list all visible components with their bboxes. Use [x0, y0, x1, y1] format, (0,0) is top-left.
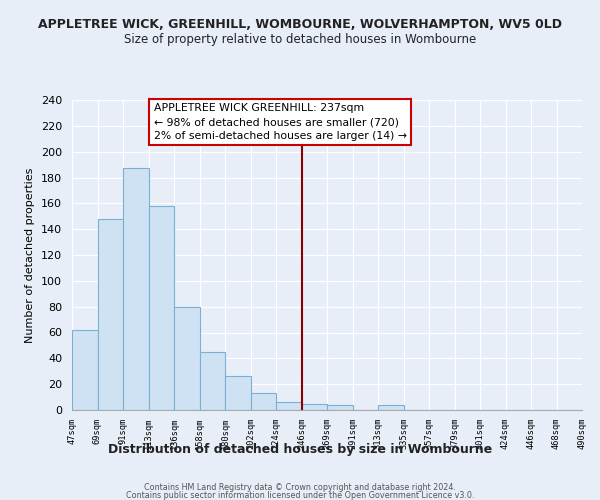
Y-axis label: Number of detached properties: Number of detached properties: [25, 168, 35, 342]
Text: APPLETREE WICK GREENHILL: 237sqm
← 98% of detached houses are smaller (720)
2% o: APPLETREE WICK GREENHILL: 237sqm ← 98% o…: [154, 103, 407, 141]
Bar: [174, 306, 199, 410]
Bar: [276, 402, 302, 410]
Bar: [302, 404, 327, 410]
Text: Contains HM Land Registry data © Crown copyright and database right 2024.: Contains HM Land Registry data © Crown c…: [144, 482, 456, 492]
Bar: [72, 330, 97, 410]
Text: Distribution of detached houses by size in Wombourne: Distribution of detached houses by size …: [108, 442, 492, 456]
Bar: [327, 405, 353, 410]
Bar: [123, 168, 149, 410]
Bar: [149, 206, 174, 410]
Text: Size of property relative to detached houses in Wombourne: Size of property relative to detached ho…: [124, 32, 476, 46]
Bar: [378, 405, 404, 410]
Text: APPLETREE WICK, GREENHILL, WOMBOURNE, WOLVERHAMPTON, WV5 0LD: APPLETREE WICK, GREENHILL, WOMBOURNE, WO…: [38, 18, 562, 30]
Bar: [225, 376, 251, 410]
Bar: [199, 352, 225, 410]
Text: Contains public sector information licensed under the Open Government Licence v3: Contains public sector information licen…: [126, 491, 474, 500]
Bar: [251, 393, 276, 410]
Bar: [97, 219, 123, 410]
